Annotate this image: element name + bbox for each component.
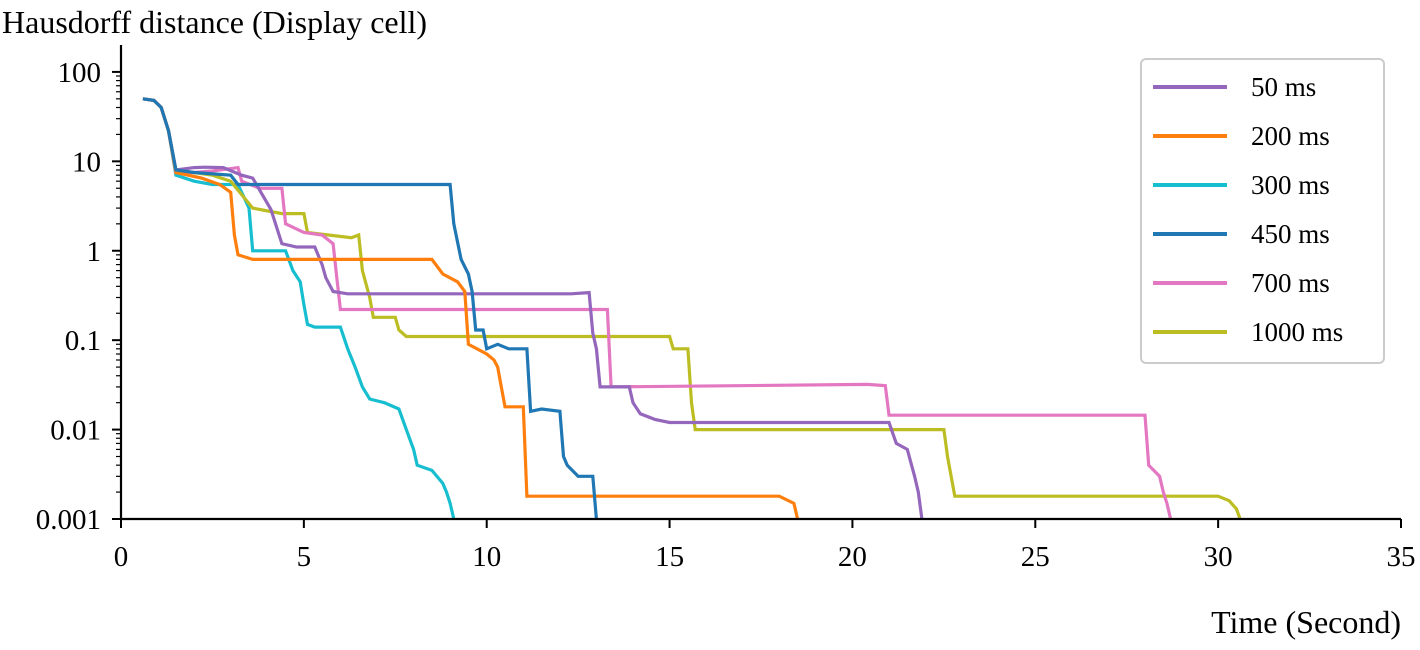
- y-tick-label: 0.01: [50, 415, 101, 447]
- series-line-200-ms: [142, 97, 800, 520]
- y-tick-label: 0.001: [36, 504, 101, 536]
- y-tick-label: 100: [58, 57, 102, 89]
- axes-layer: [119, 45, 1401, 521]
- y-tick-label: 0.1: [65, 325, 101, 357]
- legend-label: 700 ms: [1251, 268, 1330, 298]
- legend: 50 ms 200 ms 300 ms 450 ms 700 ms 1000 ms: [1140, 58, 1385, 364]
- x-tick-label: 5: [297, 541, 312, 573]
- x-axis-title: Time (Second): [1211, 604, 1401, 640]
- ticks-layer: 0 5 10 15 20 25 30 35 0.001 0.01 0.1 1 10 100: [36, 57, 1416, 573]
- x-tick-label: 10: [472, 541, 501, 573]
- series-line-700-ms: [142, 97, 1173, 520]
- legend-label: 200 ms: [1251, 121, 1330, 151]
- x-tick-label: 15: [655, 541, 684, 573]
- series-line-1000-ms: [142, 97, 1242, 520]
- series-line-50-ms: [142, 97, 924, 520]
- x-tick-label: 25: [1021, 541, 1050, 573]
- y-tick-label: 10: [72, 146, 101, 178]
- y-axis-title: Hausdorff distance (Display cell): [2, 4, 427, 40]
- x-tick-label: 35: [1387, 541, 1416, 573]
- series-line-300-ms: [142, 97, 456, 520]
- legend-label: 50 ms: [1251, 72, 1316, 102]
- series-layer: [142, 97, 1242, 520]
- series-line-450-ms: [142, 97, 598, 520]
- x-tick-label: 20: [838, 541, 867, 573]
- x-tick-label: 0: [114, 541, 129, 573]
- legend-label: 1000 ms: [1251, 317, 1343, 347]
- legend-label: 450 ms: [1251, 219, 1330, 249]
- legend-label: 300 ms: [1251, 170, 1330, 200]
- y-tick-label: 1: [87, 236, 102, 268]
- x-tick-label: 30: [1204, 541, 1233, 573]
